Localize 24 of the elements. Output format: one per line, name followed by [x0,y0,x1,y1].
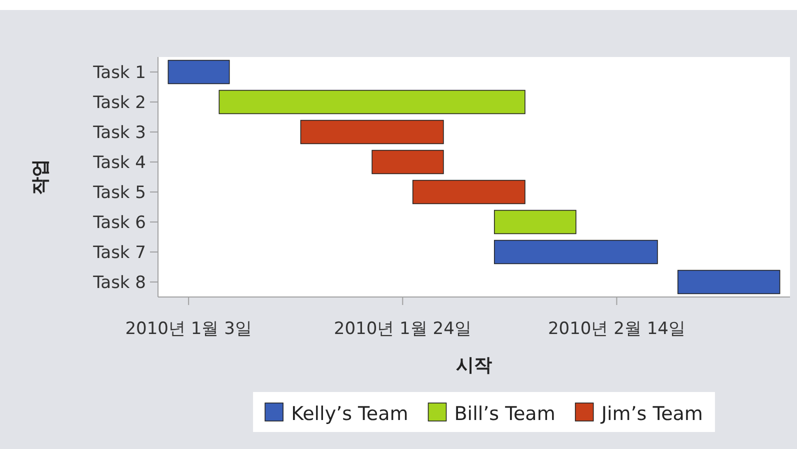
bar [300,120,444,144]
x-axis-title: 시작 [456,355,492,376]
bar [168,60,230,84]
y-tick-label: Task 5 [92,183,146,203]
legend-label: Bill’s Team [454,403,556,425]
legend-label: Kelly’s Team [291,403,408,425]
y-tick-label: Task 7 [92,243,146,263]
bar [677,270,780,294]
y-tick-label: Task 4 [92,153,146,173]
legend-label: Jim’s Team [600,403,703,425]
bar [494,240,658,264]
bar [372,150,444,174]
y-tick-label: Task 3 [92,123,146,143]
x-tick-label: 2010년 1월 3일 [125,319,252,339]
x-tick-label: 2010년 1월 24일 [334,319,472,339]
y-tick-label: Task 8 [92,273,146,293]
bar [412,180,526,204]
bar [494,210,576,234]
y-tick-label: Task 2 [92,93,146,113]
bar [218,90,526,114]
y-tick-label: Task 6 [92,213,146,233]
y-axis-title: 작업 [30,159,51,195]
x-tick-label: 2010년 2월 14일 [548,319,686,339]
y-tick-label: Task 1 [92,63,146,83]
